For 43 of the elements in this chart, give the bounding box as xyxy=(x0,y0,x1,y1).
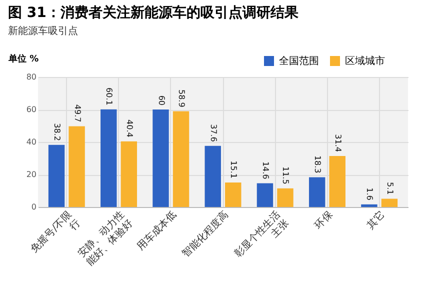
x-tick-label: 彰显个性生活主张 xyxy=(232,208,292,260)
data-label: 31.4 xyxy=(333,134,342,152)
data-label: 18.3 xyxy=(313,155,322,174)
y-tick-label: 80 xyxy=(26,72,36,82)
data-label: 49.7 xyxy=(72,104,82,122)
bar xyxy=(48,144,65,207)
bar xyxy=(100,109,117,207)
x-tick-label: 环保 xyxy=(313,210,336,232)
y-axis-title: 单位 % xyxy=(8,54,39,64)
chart-title: 图 31：消费者关注新能源车的吸引点调研结果 xyxy=(8,4,300,21)
bar xyxy=(172,111,190,207)
data-label: 60.1 xyxy=(104,88,114,106)
bar xyxy=(381,198,398,207)
x-tick-label: 用车成本低 xyxy=(134,208,179,253)
y-tick-label: 40 xyxy=(26,138,36,146)
x-tick-label: 智能化程度高 xyxy=(180,208,231,260)
bar xyxy=(120,141,138,207)
legend-label: 全国范围 xyxy=(279,55,319,67)
y-tick-label: 20 xyxy=(26,170,36,179)
data-label: 40.4 xyxy=(124,120,134,138)
bar xyxy=(329,156,346,207)
bar xyxy=(308,177,326,207)
x-tick-label: 其它 xyxy=(364,208,388,232)
bar xyxy=(68,126,85,207)
bar xyxy=(256,183,274,207)
y-tick-label: 60 xyxy=(26,105,36,114)
data-label: 58.9 xyxy=(177,89,186,108)
bar xyxy=(204,146,221,207)
bar xyxy=(277,188,294,207)
data-label: 11.5 xyxy=(281,166,290,184)
data-label: 38.2 xyxy=(52,123,62,141)
data-label: 37.6 xyxy=(208,124,218,142)
data-label: 60 xyxy=(156,95,166,106)
data-label: 5.1 xyxy=(385,182,394,195)
bar xyxy=(361,204,378,207)
data-label: 15.1 xyxy=(229,160,238,178)
y-tick-label: 0 xyxy=(31,202,36,212)
chart-subtitle: 新能源车吸引点 xyxy=(8,25,78,37)
bar xyxy=(152,110,169,207)
legend-label: 区域城市 xyxy=(345,55,385,67)
data-label: 14.6 xyxy=(260,161,270,180)
data-label: 1.6 xyxy=(365,188,374,200)
bar xyxy=(225,182,242,207)
